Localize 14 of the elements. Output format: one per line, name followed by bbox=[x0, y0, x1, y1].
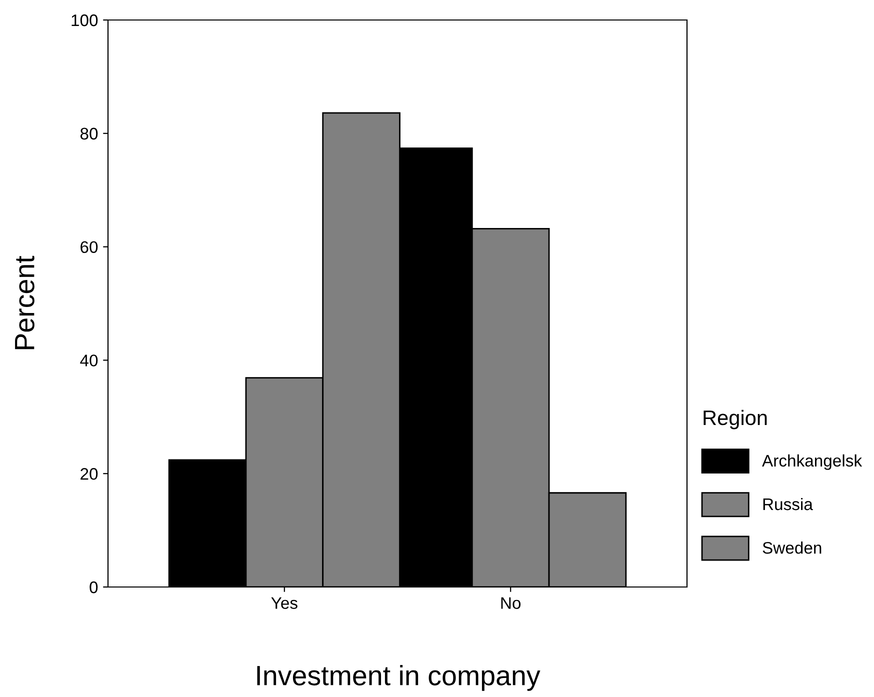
y-tick-label: 0 bbox=[90, 581, 98, 594]
y-tick-label: 20 bbox=[80, 468, 98, 480]
x-tick-label: Yes bbox=[271, 597, 298, 609]
x-axis-title: Investment in company bbox=[257, 665, 540, 691]
x-tick-label: No bbox=[501, 597, 521, 609]
legend-label: Archkangelsk bbox=[762, 454, 862, 470]
y-tick-label: 100 bbox=[72, 14, 98, 26]
y-axis-title: Percent bbox=[15, 256, 34, 350]
legend-label: Russia bbox=[763, 498, 813, 510]
y-tick-label: 80 bbox=[80, 128, 98, 140]
y-tick-label: 60 bbox=[80, 241, 98, 254]
legend-label: Sweden bbox=[762, 542, 822, 554]
legend-title: Region bbox=[704, 410, 767, 430]
y-tick-label: 40 bbox=[80, 354, 98, 366]
